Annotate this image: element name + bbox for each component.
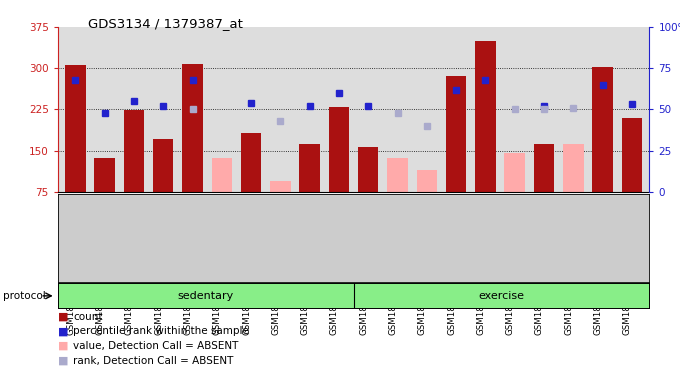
Text: GDS3134 / 1379387_at: GDS3134 / 1379387_at — [88, 17, 243, 30]
Bar — [622, 118, 642, 192]
Bar — [505, 154, 525, 192]
Bar — [211, 158, 232, 192]
Bar — [475, 41, 496, 192]
Bar — [65, 65, 86, 192]
Text: value, Detection Call = ABSENT: value, Detection Call = ABSENT — [73, 341, 239, 351]
Bar — [241, 133, 261, 192]
Bar — [270, 181, 290, 192]
Bar — [417, 170, 437, 192]
Bar — [358, 147, 379, 192]
Text: count: count — [73, 312, 103, 322]
Bar — [534, 144, 554, 192]
Bar — [563, 144, 583, 192]
Text: ■: ■ — [58, 341, 68, 351]
Text: percentile rank within the sample: percentile rank within the sample — [73, 326, 250, 336]
Bar — [153, 139, 173, 192]
Text: rank, Detection Call = ABSENT: rank, Detection Call = ABSENT — [73, 356, 234, 366]
Bar — [124, 110, 144, 192]
Text: sedentary: sedentary — [177, 291, 234, 301]
Bar — [446, 76, 466, 192]
Bar — [182, 64, 203, 192]
Bar — [592, 67, 613, 192]
Bar — [328, 107, 350, 192]
Text: exercise: exercise — [479, 291, 524, 301]
Bar — [95, 158, 115, 192]
Bar — [388, 158, 408, 192]
Text: ■: ■ — [58, 312, 68, 322]
Text: ■: ■ — [58, 326, 68, 336]
Text: protocol: protocol — [3, 291, 46, 301]
Text: ■: ■ — [58, 356, 68, 366]
Bar — [299, 144, 320, 192]
